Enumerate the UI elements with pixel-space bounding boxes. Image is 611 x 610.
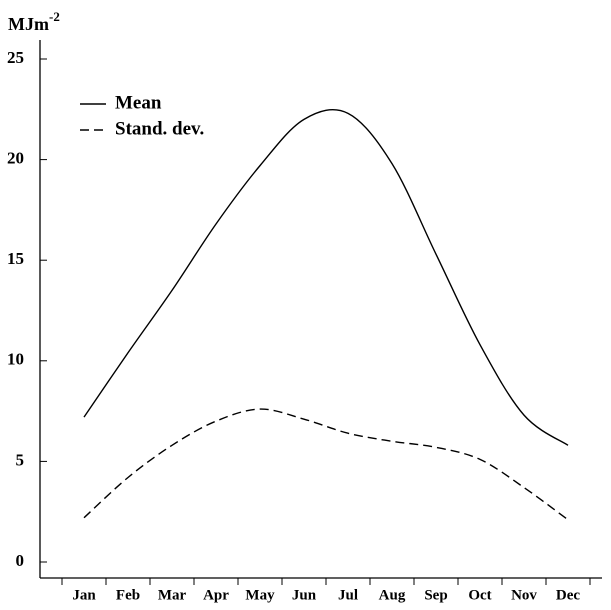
x-tick-label: Feb bbox=[116, 587, 140, 603]
y-axis-label: MJm-2 bbox=[8, 9, 60, 34]
x-tick-label: Sep bbox=[424, 587, 447, 603]
x-tick-label: Aug bbox=[379, 587, 406, 603]
y-tick-label: 0 bbox=[16, 551, 25, 570]
x-tick-label: Mar bbox=[158, 587, 187, 603]
legend-label: Stand. dev. bbox=[115, 118, 204, 139]
x-tick-label: Apr bbox=[203, 587, 229, 603]
x-tick-label: Jun bbox=[292, 587, 317, 603]
x-tick-label: Oct bbox=[468, 587, 491, 603]
y-tick-label: 20 bbox=[7, 149, 24, 168]
line-series bbox=[83, 408, 569, 521]
y-label-base: MJm bbox=[8, 14, 49, 34]
legend-label: Mean bbox=[115, 92, 162, 113]
y-label-exponent: -2 bbox=[49, 9, 60, 24]
x-tick-label: Jan bbox=[72, 587, 96, 603]
y-tick-label: 5 bbox=[16, 450, 25, 469]
x-tick-label: Nov bbox=[511, 587, 537, 603]
line-series bbox=[83, 108, 569, 446]
x-tick-label: May bbox=[245, 587, 275, 603]
x-tick-label: Jul bbox=[338, 587, 358, 603]
y-tick-label: 10 bbox=[7, 350, 24, 369]
x-tick-label: Dec bbox=[556, 587, 580, 603]
y-tick-label: 15 bbox=[7, 249, 24, 268]
y-tick-label: 25 bbox=[7, 48, 24, 67]
